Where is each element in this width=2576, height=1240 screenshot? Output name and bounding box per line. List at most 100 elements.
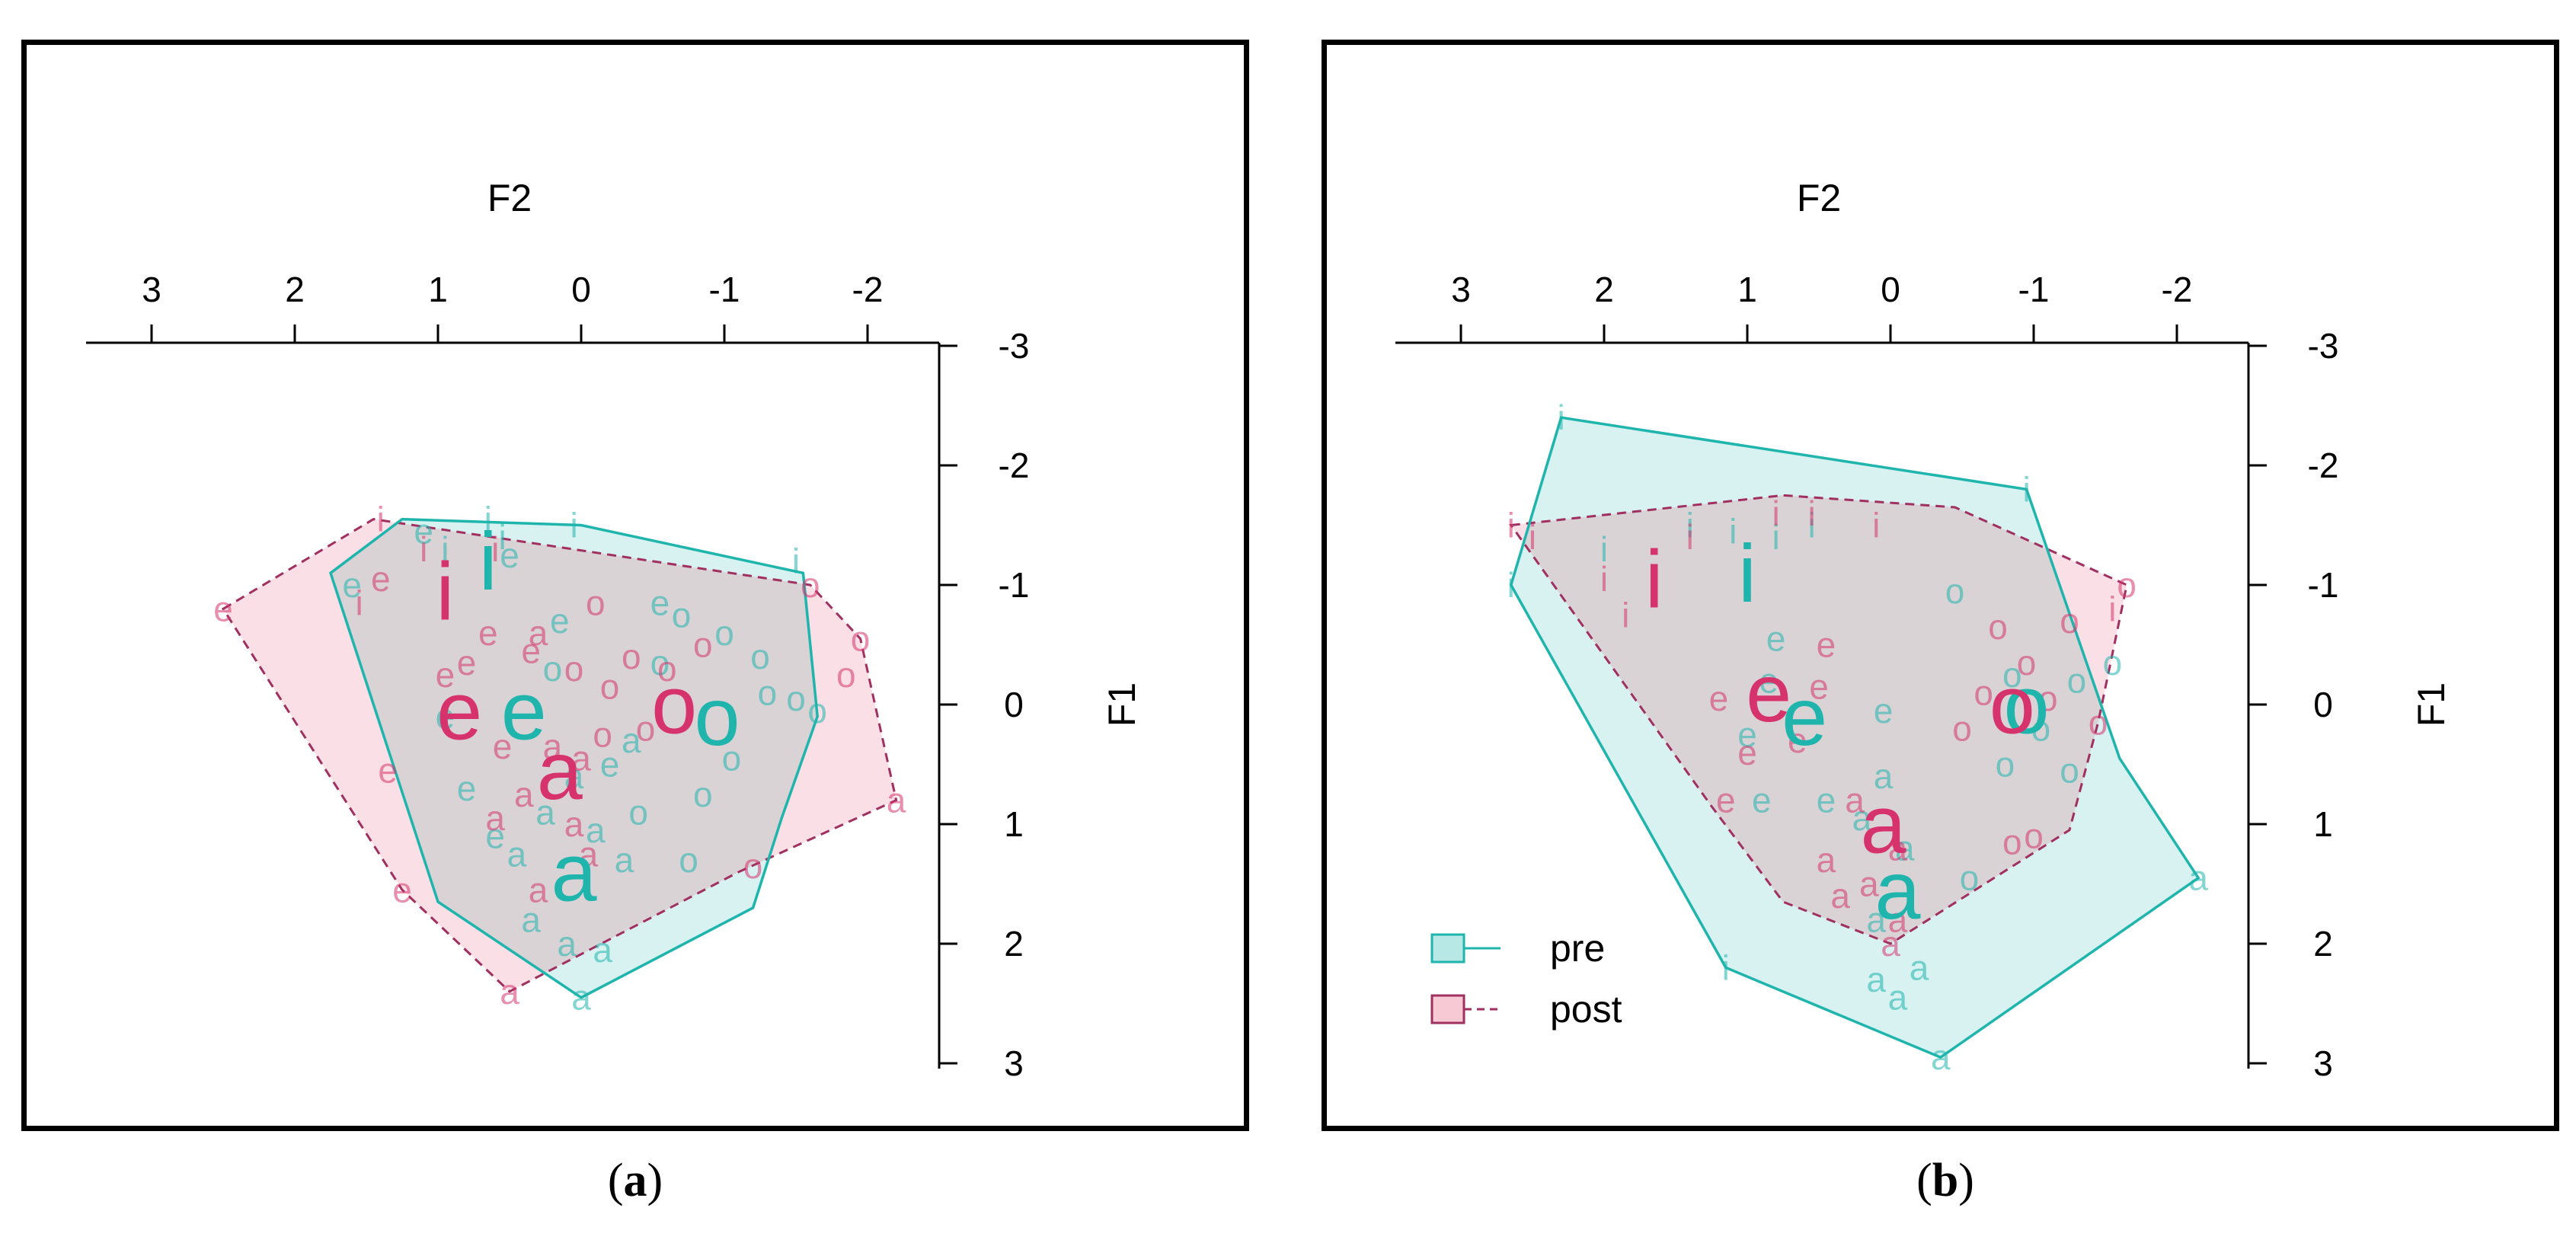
pre-point: a <box>622 721 641 760</box>
pre-point: a <box>1910 948 1929 987</box>
post-mean-e: e <box>436 664 482 756</box>
pre-point: e <box>485 817 505 856</box>
post-point: o <box>636 708 656 748</box>
pre-point: a <box>535 792 555 832</box>
pre-point: a <box>586 810 606 850</box>
post-point: a <box>514 775 534 814</box>
pre-point: a <box>1866 960 1886 999</box>
y-axis-title: F1 <box>2410 682 2453 727</box>
post-point: a <box>500 972 519 1011</box>
pre-point: a <box>521 900 541 940</box>
pre-point: o <box>2002 655 2022 695</box>
pre-point: a <box>564 756 584 796</box>
post-point: a <box>579 834 599 874</box>
pre-mean-a: a <box>1874 844 1921 936</box>
post-point: e <box>457 643 477 682</box>
post-hull-outline <box>221 518 898 993</box>
post-point: a <box>887 781 906 820</box>
x-tick-label: 2 <box>1594 270 1614 309</box>
pre-point: a <box>2188 858 2208 898</box>
pre-point: i <box>2022 469 2030 509</box>
x-axis-title: F2 <box>487 177 532 219</box>
post-point: a <box>571 739 591 778</box>
pre-point: o <box>543 649 563 689</box>
post-point: o <box>2089 703 2108 743</box>
post-point: o <box>693 625 713 665</box>
post-point: a <box>529 613 548 653</box>
caption-b: (b) <box>1916 1155 1974 1206</box>
pre-point: i <box>441 529 449 569</box>
post-point: i <box>1622 595 1629 634</box>
pre-point: e <box>1817 781 1836 820</box>
legend-label-post: post <box>1550 988 1622 1031</box>
y-tick-label: -2 <box>999 446 1030 485</box>
pre-point: o <box>628 792 648 832</box>
post-point: a <box>1830 876 1850 916</box>
pre-point: i <box>1729 511 1737 551</box>
post-point: o <box>1974 673 1993 712</box>
pre-point: o <box>679 840 698 880</box>
pre-point: e <box>457 769 477 808</box>
pre-point: o <box>2031 708 2051 748</box>
x-tick-label: -1 <box>709 270 740 309</box>
pre-mean-i: i <box>479 515 497 607</box>
post-point: o <box>622 637 641 676</box>
pre-point: a <box>1888 978 1908 1018</box>
x-tick-label: 1 <box>428 270 448 309</box>
post-point: i <box>355 583 363 623</box>
post-point: e <box>1716 781 1736 820</box>
pre-point: e <box>1759 661 1779 701</box>
pre-point: o <box>758 673 778 712</box>
pre-point: o <box>714 613 734 653</box>
pre-point: e <box>550 601 570 641</box>
post-point: e <box>213 589 233 628</box>
pre-point: i <box>1507 565 1515 605</box>
post-mean-a: a <box>1861 778 1907 871</box>
pre-point: a <box>1874 756 1894 796</box>
y-tick-label: -1 <box>2308 565 2339 605</box>
caption-a: (a) <box>607 1155 663 1206</box>
caption-a-label: a <box>623 1155 647 1206</box>
pre-point: e <box>342 565 362 605</box>
pre-point: e <box>436 697 455 737</box>
post-point: i <box>1807 494 1815 533</box>
x-tick-label: -1 <box>2018 270 2050 309</box>
post-point: o <box>600 666 620 706</box>
post-point: a <box>564 804 584 844</box>
post-point: e <box>1809 666 1829 706</box>
pre-point: e <box>1766 619 1786 659</box>
post-point: i <box>1529 517 1536 557</box>
pre-point: a <box>1852 798 1872 838</box>
pre-point: o <box>1996 745 2015 785</box>
post-point: e <box>478 613 498 653</box>
pre-point: a <box>571 978 591 1018</box>
post-point: i <box>1600 559 1608 599</box>
post-point: o <box>801 565 820 605</box>
pre-point: o <box>807 691 827 730</box>
pre-point: a <box>1866 900 1886 940</box>
post-point: e <box>392 870 412 909</box>
post-hull-outline <box>1509 494 2128 945</box>
x-tick-label: 3 <box>142 270 161 309</box>
post-point: a <box>1888 900 1908 940</box>
x-tick-label: 1 <box>1737 270 1757 309</box>
post-mean-o: o <box>1990 659 2035 751</box>
pre-point: a <box>1931 1037 1951 1077</box>
x-tick-label: 0 <box>1881 270 1900 309</box>
pre-point: a <box>1895 828 1915 868</box>
post-point: i <box>377 500 385 539</box>
pre-point: a <box>507 834 527 874</box>
pre-mean-o: o <box>695 670 740 762</box>
pre-point: i <box>484 500 492 539</box>
pre-point: i <box>1600 529 1608 569</box>
post-point: e <box>493 727 513 766</box>
post-mean-o: o <box>651 659 697 751</box>
pre-mean-a: a <box>551 826 598 918</box>
y-tick-label: 0 <box>1004 685 1024 724</box>
post-point: o <box>2038 679 2058 718</box>
post-point: o <box>1952 708 1972 748</box>
x-tick-label: 3 <box>1451 270 1471 309</box>
pre-point: o <box>786 679 806 718</box>
pre-point: o <box>650 643 670 682</box>
